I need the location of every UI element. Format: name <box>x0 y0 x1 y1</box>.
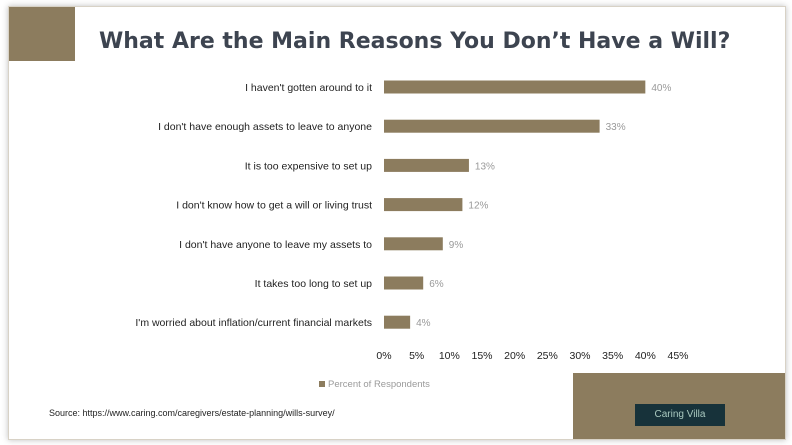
category-label: It takes too long to set up <box>255 278 372 290</box>
x-tick-label: 30% <box>569 350 590 362</box>
x-tick-label: 40% <box>635 350 656 362</box>
x-tick-label: 20% <box>504 350 525 362</box>
value-label: 13% <box>475 161 495 172</box>
chart-slide: What Are the Main Reasons You Don’t Have… <box>8 6 786 440</box>
top-left-accent-block <box>9 7 75 61</box>
legend-label: Percent of Respondents <box>328 379 430 390</box>
chart-legend: Percent of Respondents <box>319 379 430 390</box>
value-label: 4% <box>416 318 431 329</box>
category-label: I'm worried about inflation/current fina… <box>135 317 372 329</box>
x-tick-label: 35% <box>602 350 623 362</box>
bar <box>384 119 600 133</box>
chart-title: What Are the Main Reasons You Don’t Have… <box>99 29 731 54</box>
bar <box>384 237 443 251</box>
value-label: 40% <box>651 83 671 94</box>
x-tick-label: 45% <box>667 350 688 362</box>
value-label: 6% <box>429 279 444 290</box>
x-tick-label: 5% <box>409 350 424 362</box>
x-tick-label: 0% <box>376 350 391 362</box>
category-label: I don't have enough assets to leave to a… <box>158 121 372 133</box>
legend-swatch <box>319 381 325 388</box>
value-label: 33% <box>606 122 626 133</box>
x-tick-label: 10% <box>439 350 460 362</box>
x-tick-label: 15% <box>471 350 492 362</box>
bar <box>384 276 424 290</box>
value-label: 12% <box>468 201 488 212</box>
bar <box>384 198 463 212</box>
brand-logo: Caring Villa <box>635 404 725 426</box>
category-label: I don't know how to get a will or living… <box>176 200 372 212</box>
category-label: I don't have anyone to leave my assets t… <box>179 239 372 251</box>
category-label: It is too expensive to set up <box>245 160 372 172</box>
source-note: Source: https://www.caring.com/caregiver… <box>49 408 335 418</box>
category-label: I haven't gotten around to it <box>245 82 372 94</box>
x-tick-label: 25% <box>537 350 558 362</box>
bar <box>384 158 469 172</box>
bar <box>384 80 646 94</box>
value-label: 9% <box>449 240 464 251</box>
bar <box>384 315 411 329</box>
